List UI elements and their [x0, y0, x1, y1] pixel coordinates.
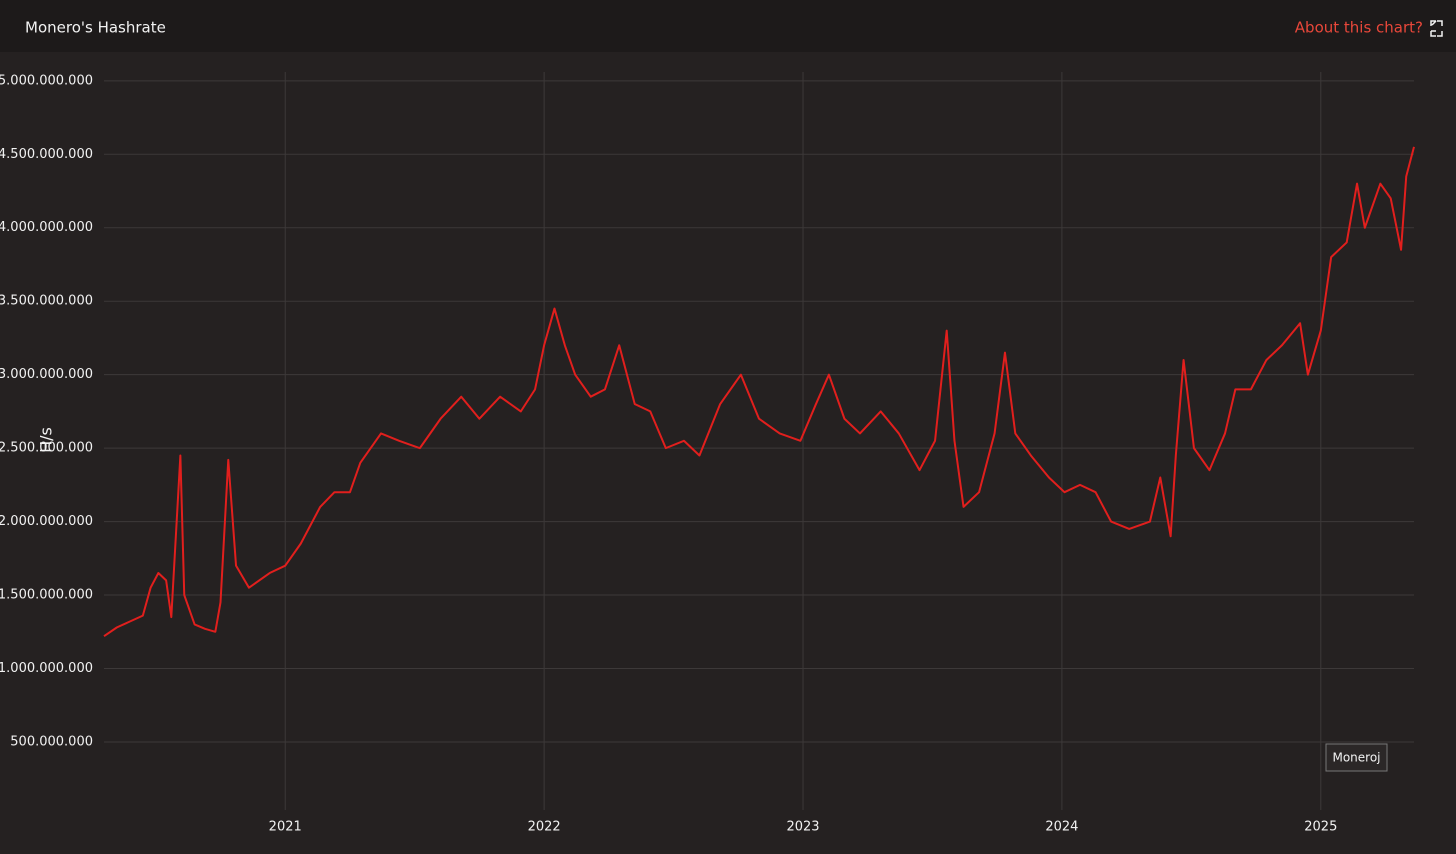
x-tick-label: 2021 [269, 820, 302, 835]
y-tick-label: 1.500.000.000 [0, 588, 93, 603]
y-tick-label: 5.000.000.000 [0, 73, 93, 88]
x-tick-label: 2022 [528, 820, 561, 835]
x-tick-label: 2024 [1045, 820, 1078, 835]
y-tick-label: 500.000.000 [10, 734, 93, 749]
y-tick-label: 4.500.000.000 [0, 147, 93, 162]
plot [103, 146, 1415, 638]
x-tick-label: 2023 [786, 820, 819, 835]
about-link[interactable]: About this chart? [1295, 19, 1423, 37]
y-axis-label: H/s [37, 427, 56, 453]
watermark-box [1325, 743, 1388, 772]
x-tick-label: 2025 [1304, 820, 1337, 835]
expand-icon[interactable] [1430, 20, 1443, 37]
watermark: Moneroj [1332, 751, 1380, 765]
y-tick-label: 3.500.000.000 [0, 294, 93, 309]
y-tick-label: 2.500.000.000 [0, 441, 93, 456]
y-tick-label: 2.000.000.000 [0, 514, 93, 529]
chart-title: Monero's Hashrate [25, 19, 166, 37]
data-line [103, 146, 1415, 638]
grid: 500.000.000 1.000.000.000 1.500.000.000 2.0… [0, 72, 1414, 835]
y-tick-label: 3.000.000.000 [0, 367, 93, 382]
y-tick-label: 1.000.000.000 [0, 661, 93, 676]
header-bar [0, 0, 1456, 52]
y-tick-label: 4.000.000.000 [0, 220, 93, 235]
